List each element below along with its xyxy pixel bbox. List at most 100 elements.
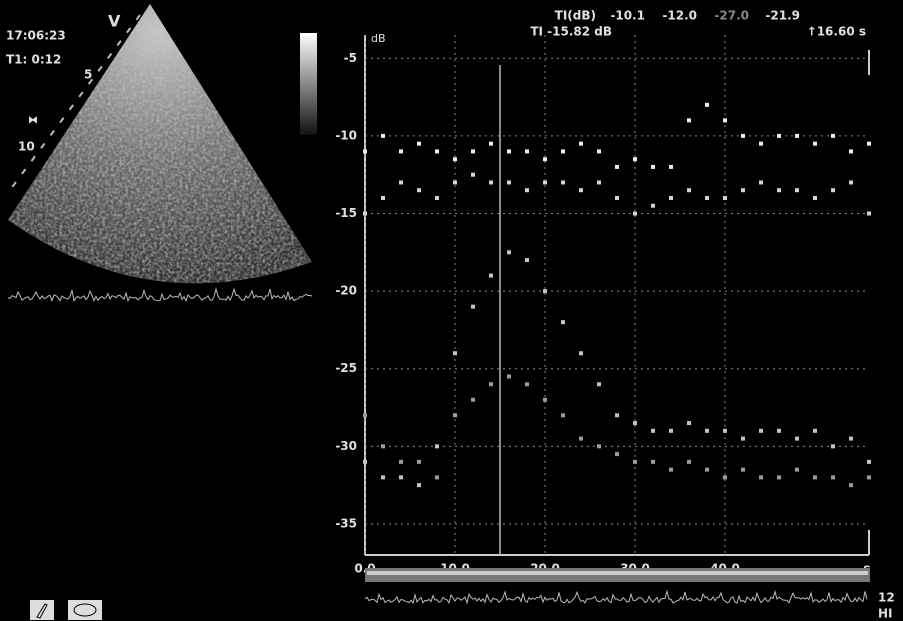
data-point (381, 444, 385, 448)
data-point (723, 429, 727, 433)
data-point (849, 149, 853, 153)
data-point (453, 157, 457, 161)
scroll-thumb[interactable] (367, 571, 868, 575)
ti-label: TI(dB) (555, 9, 596, 23)
data-point (759, 429, 763, 433)
data-point (525, 258, 529, 262)
data-point (507, 250, 511, 254)
ti-value: -10.1 (610, 9, 645, 23)
data-point (813, 196, 817, 200)
ti-readout: TI -15.82 dB (530, 25, 612, 39)
data-point (651, 165, 655, 169)
data-point (831, 134, 835, 138)
data-point (489, 180, 493, 184)
data-point (399, 149, 403, 153)
data-point (795, 468, 799, 472)
data-point (867, 142, 871, 146)
data-point (741, 188, 745, 192)
data-point (507, 180, 511, 184)
data-point (471, 173, 475, 177)
data-point (363, 212, 367, 216)
data-point (687, 188, 691, 192)
data-point (741, 134, 745, 138)
clip-time: T1: 0:12 (6, 53, 61, 67)
data-point (561, 149, 565, 153)
data-point (615, 196, 619, 200)
y-tick-label: -20 (335, 284, 357, 298)
data-point (435, 475, 439, 479)
data-point (597, 149, 601, 153)
data-point (417, 483, 421, 487)
y-tick-label: -35 (335, 516, 357, 530)
data-point (363, 149, 367, 153)
data-point (759, 180, 763, 184)
data-point (633, 157, 637, 161)
data-point (471, 149, 475, 153)
y-tick-label: -10 (335, 128, 357, 142)
data-point (471, 305, 475, 309)
data-point (633, 460, 637, 464)
data-point (489, 142, 493, 146)
data-point (867, 475, 871, 479)
data-point (705, 429, 709, 433)
data-point (579, 437, 583, 441)
y-tick-label: -5 (344, 51, 357, 65)
data-point (813, 475, 817, 479)
data-point (633, 212, 637, 216)
data-point (651, 204, 655, 208)
data-point (759, 475, 763, 479)
data-point (705, 468, 709, 472)
data-point (687, 460, 691, 464)
data-point (543, 398, 547, 402)
data-point (417, 460, 421, 464)
data-point (399, 180, 403, 184)
corner-text: HI (878, 607, 893, 621)
data-point (795, 134, 799, 138)
data-point (417, 188, 421, 192)
data-point (777, 475, 781, 479)
data-point (669, 429, 673, 433)
data-point (579, 351, 583, 355)
data-point (615, 165, 619, 169)
data-point (399, 460, 403, 464)
data-point (363, 460, 367, 464)
ti-value: -27.0 (714, 9, 749, 23)
data-point (615, 452, 619, 456)
ti-value: -12.0 (662, 9, 697, 23)
data-point (453, 413, 457, 417)
data-point (777, 188, 781, 192)
data-point (453, 180, 457, 184)
data-point (471, 398, 475, 402)
pencil-tool[interactable] (30, 600, 54, 620)
data-point (579, 188, 583, 192)
data-point (435, 149, 439, 153)
data-point (705, 196, 709, 200)
data-point (813, 142, 817, 146)
data-point (435, 444, 439, 448)
y-tick-label: -25 (335, 361, 357, 375)
data-point (615, 413, 619, 417)
data-point (831, 188, 835, 192)
data-point (489, 274, 493, 278)
focus-mark: ⧓ (28, 115, 38, 126)
data-point (597, 180, 601, 184)
clock: 17:06:23 (6, 29, 66, 43)
data-point (579, 142, 583, 146)
data-point (723, 118, 727, 122)
data-point (543, 289, 547, 293)
data-point (849, 437, 853, 441)
data-point (543, 157, 547, 161)
data-point (777, 429, 781, 433)
data-point (723, 475, 727, 479)
data-point (489, 382, 493, 386)
data-point (561, 180, 565, 184)
data-point (453, 351, 457, 355)
ellipse-tool[interactable] (68, 600, 102, 620)
data-point (849, 180, 853, 184)
data-point (723, 196, 727, 200)
data-point (687, 118, 691, 122)
data-point (507, 374, 511, 378)
data-point (597, 382, 601, 386)
ecg-trace (365, 591, 867, 603)
data-point (651, 429, 655, 433)
